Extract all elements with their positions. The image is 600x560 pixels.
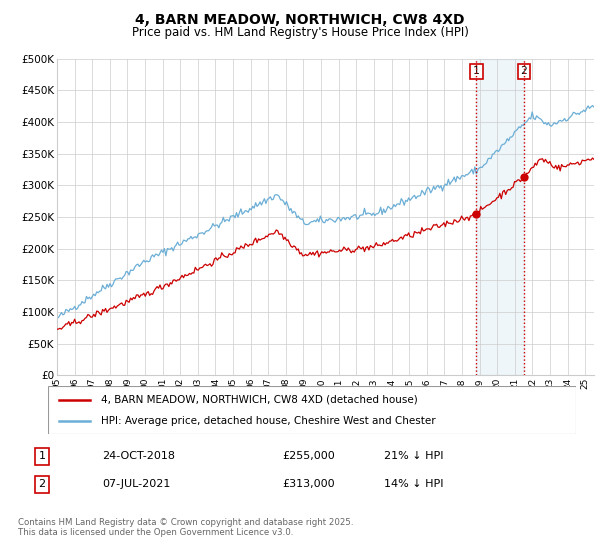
Text: 14% ↓ HPI: 14% ↓ HPI bbox=[384, 479, 443, 489]
Text: 4, BARN MEADOW, NORTHWICH, CW8 4XD: 4, BARN MEADOW, NORTHWICH, CW8 4XD bbox=[135, 13, 465, 27]
Text: 4, BARN MEADOW, NORTHWICH, CW8 4XD (detached house): 4, BARN MEADOW, NORTHWICH, CW8 4XD (deta… bbox=[101, 395, 418, 405]
Text: 07-JUL-2021: 07-JUL-2021 bbox=[102, 479, 170, 489]
Text: 21% ↓ HPI: 21% ↓ HPI bbox=[384, 451, 443, 461]
Text: £313,000: £313,000 bbox=[282, 479, 335, 489]
Text: Contains HM Land Registry data © Crown copyright and database right 2025.
This d: Contains HM Land Registry data © Crown c… bbox=[18, 518, 353, 538]
Text: 2: 2 bbox=[521, 67, 527, 77]
Bar bbox=[476, 59, 524, 375]
Text: Price paid vs. HM Land Registry's House Price Index (HPI): Price paid vs. HM Land Registry's House … bbox=[131, 26, 469, 39]
Text: 24-OCT-2018: 24-OCT-2018 bbox=[102, 451, 175, 461]
FancyBboxPatch shape bbox=[48, 386, 576, 434]
Text: 1: 1 bbox=[473, 67, 480, 77]
Text: 1: 1 bbox=[38, 451, 46, 461]
Text: HPI: Average price, detached house, Cheshire West and Chester: HPI: Average price, detached house, Ches… bbox=[101, 416, 436, 426]
Text: 2: 2 bbox=[38, 479, 46, 489]
Text: £255,000: £255,000 bbox=[282, 451, 335, 461]
